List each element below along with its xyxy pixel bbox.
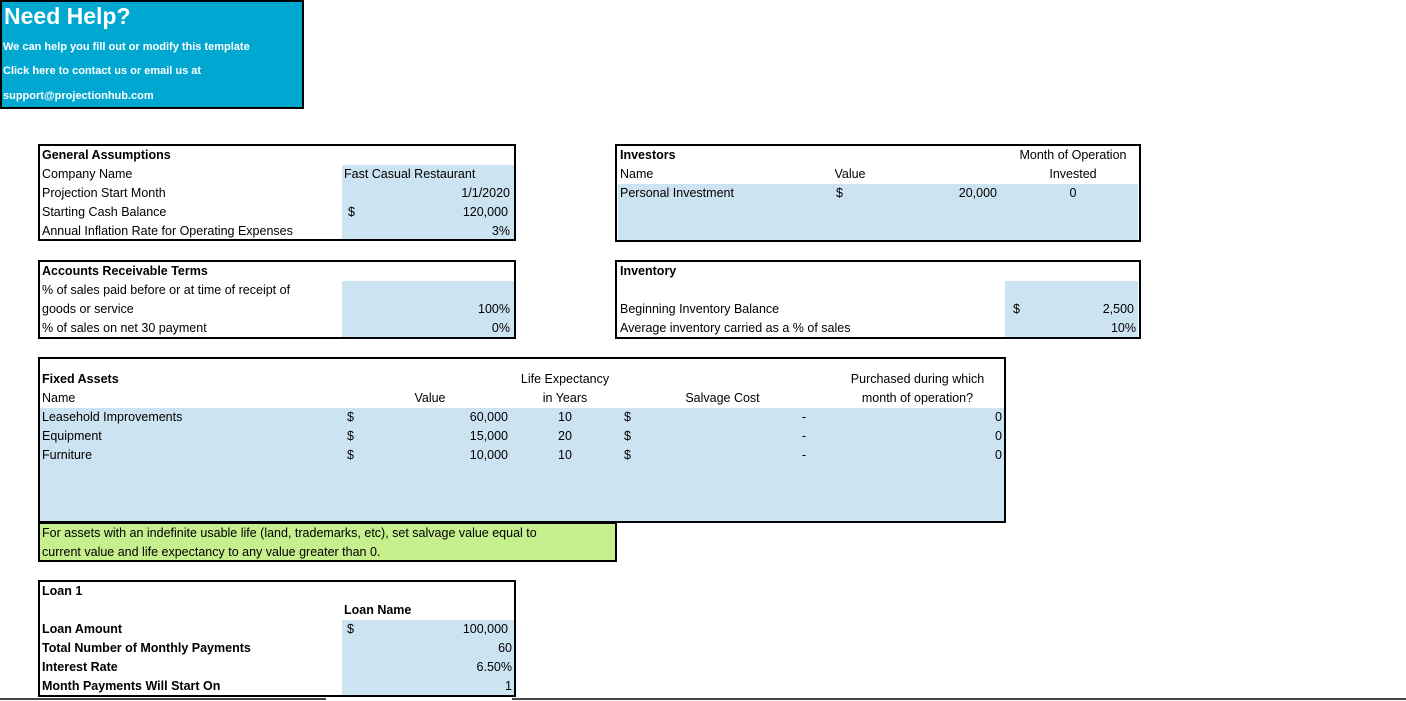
general-assumptions-section [38, 144, 516, 241]
sheet-bottom-border-left [0, 698, 326, 700]
accounts-receivable-header: Accounts Receivable Terms [42, 264, 208, 278]
ar-input-fill [342, 281, 514, 338]
fa-row-value[interactable]: 10,000 [469, 448, 508, 462]
help-contact-link[interactable]: Click here to contact us or email us at [3, 65, 202, 77]
inflation-rate-label: Annual Inflation Rate for Operating Expe… [42, 224, 293, 238]
ar-net30-label: % of sales on net 30 payment [42, 321, 207, 335]
accounts-receivable-section [38, 260, 516, 339]
help-email-link[interactable]: support@projectionhub.com [3, 90, 154, 102]
loan-amount-input[interactable]: 100,000 [462, 622, 508, 636]
fa-purchased-header-1: Purchased during which [850, 372, 985, 386]
loan-interest-label: Interest Rate [42, 660, 118, 674]
fixed-assets-input-fill [40, 408, 1004, 521]
starting-cash-input[interactable]: 120,000 [462, 205, 508, 219]
help-line-1[interactable]: We can help you fill out or modify this … [3, 41, 250, 53]
fixed-assets-note-line-1: For assets with an indefinite usable lif… [42, 526, 537, 540]
loan-payments-label: Total Number of Monthly Payments [42, 641, 251, 655]
ar-paid-input[interactable]: 100% [478, 302, 510, 316]
investors-month-header-1: Month of Operation [1019, 148, 1127, 162]
fa-row-month[interactable]: 0 [995, 410, 1002, 424]
starting-cash-label: Starting Cash Balance [42, 205, 167, 219]
loan-start-input[interactable]: 1 [505, 679, 512, 693]
loan-name-label[interactable]: Loan Name [344, 603, 412, 617]
investors-name-header: Name [620, 167, 654, 181]
loan-interest-input[interactable]: 6.50% [476, 660, 512, 674]
fa-purchased-header-2: month of operation? [861, 391, 974, 405]
fa-row-life[interactable]: 20 [558, 429, 572, 443]
beginning-inventory-label: Beginning Inventory Balance [620, 302, 780, 316]
fa-row-value[interactable]: 15,000 [469, 429, 508, 443]
fa-life-header-1: Life Expectancy [520, 372, 610, 386]
company-name-input[interactable]: Fast Casual Restaurant [344, 167, 476, 181]
fa-row-salvage[interactable]: - [802, 448, 807, 462]
starting-cash-currency: $ [348, 205, 355, 219]
company-name-label: Company Name [42, 167, 133, 181]
investors-header: Investors [620, 148, 676, 162]
loan-section [38, 580, 516, 697]
fixed-assets-header: Fixed Assets [42, 372, 119, 386]
inflation-rate-input[interactable]: 3% [491, 224, 510, 238]
investor-currency: $ [836, 186, 843, 200]
inventory-input-fill [1005, 281, 1138, 338]
ar-paid-label-1: % of sales paid before or at time of rec… [42, 283, 291, 297]
avg-inventory-input[interactable]: 10% [1110, 321, 1136, 335]
sheet-bottom-border-right [512, 698, 1406, 700]
start-month-input[interactable]: 1/1/2020 [461, 186, 510, 200]
investors-section [615, 144, 1141, 242]
fixed-assets-note: For assets with an indefinite usable lif… [38, 522, 617, 562]
fa-life-header-2: in Years [542, 391, 588, 405]
loan-amount-currency: $ [347, 622, 354, 636]
ar-net30-input[interactable]: 0% [491, 321, 510, 335]
fixed-assets-note-line-2: current value and life expectancy to any… [42, 545, 381, 559]
general-input-fill [342, 165, 514, 241]
avg-inventory-label: Average inventory carried as a % of sale… [620, 321, 851, 335]
fa-row-life[interactable]: 10 [558, 410, 572, 424]
fa-row-salvage-currency: $ [624, 410, 631, 424]
investors-value-header: Value [834, 167, 866, 181]
loan-start-label: Month Payments Will Start On [42, 679, 221, 693]
ar-paid-label-2: goods or service [42, 302, 134, 316]
fa-row-salvage-currency: $ [624, 448, 631, 462]
help-title: Need Help? [4, 3, 131, 29]
beginning-inventory-currency: $ [1013, 302, 1020, 316]
fa-row-life[interactable]: 10 [558, 448, 572, 462]
fa-row-month[interactable]: 0 [995, 429, 1002, 443]
loan-payments-input[interactable]: 60 [498, 641, 512, 655]
fa-row-currency: $ [347, 448, 354, 462]
fa-row-month[interactable]: 0 [995, 448, 1002, 462]
fa-row-salvage[interactable]: - [802, 429, 807, 443]
fa-name-header: Name [42, 391, 76, 405]
investor-name-input[interactable]: Personal Investment [620, 186, 734, 200]
fa-row-currency: $ [347, 410, 354, 424]
loan-header: Loan 1 [42, 584, 83, 598]
fa-row-salvage-currency: $ [624, 429, 631, 443]
fa-salvage-header: Salvage Cost [685, 391, 760, 405]
loan-amount-label: Loan Amount [42, 622, 123, 636]
general-assumptions-header: General Assumptions [42, 148, 171, 162]
fa-row-name[interactable]: Furniture [42, 448, 93, 462]
investors-input-fill [618, 184, 1138, 241]
fa-row-name[interactable]: Equipment [42, 429, 102, 443]
start-month-label: Projection Start Month [42, 186, 166, 200]
investor-month-input[interactable]: 0 [1069, 186, 1077, 200]
beginning-inventory-input[interactable]: 2,500 [1102, 302, 1134, 316]
investors-month-header-2: Invested [1049, 167, 1097, 181]
fa-row-name[interactable]: Leasehold Improvements [42, 410, 183, 424]
help-banner[interactable]: Need Help? We can help you fill out or m… [0, 0, 304, 109]
investor-value-input[interactable]: 20,000 [958, 186, 997, 200]
inventory-header: Inventory [620, 264, 677, 278]
fa-row-value[interactable]: 60,000 [469, 410, 508, 424]
fa-row-currency: $ [347, 429, 354, 443]
fa-value-header: Value [414, 391, 446, 405]
fa-row-salvage[interactable]: - [802, 410, 807, 424]
inventory-section [615, 260, 1141, 339]
loan-input-fill [342, 620, 514, 696]
